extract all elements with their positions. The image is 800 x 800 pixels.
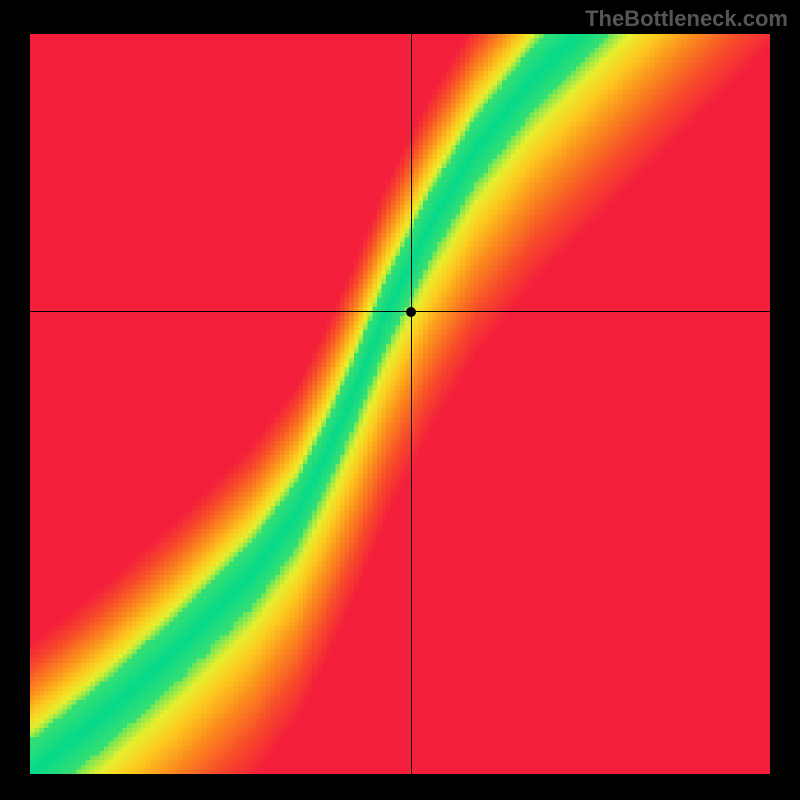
bottleneck-heatmap xyxy=(30,34,770,774)
watermark-text: TheBottleneck.com xyxy=(585,6,788,32)
crosshair-vertical xyxy=(411,34,412,774)
crosshair-horizontal xyxy=(30,311,770,312)
operating-point-marker xyxy=(406,307,416,317)
chart-container: TheBottleneck.com xyxy=(0,0,800,800)
